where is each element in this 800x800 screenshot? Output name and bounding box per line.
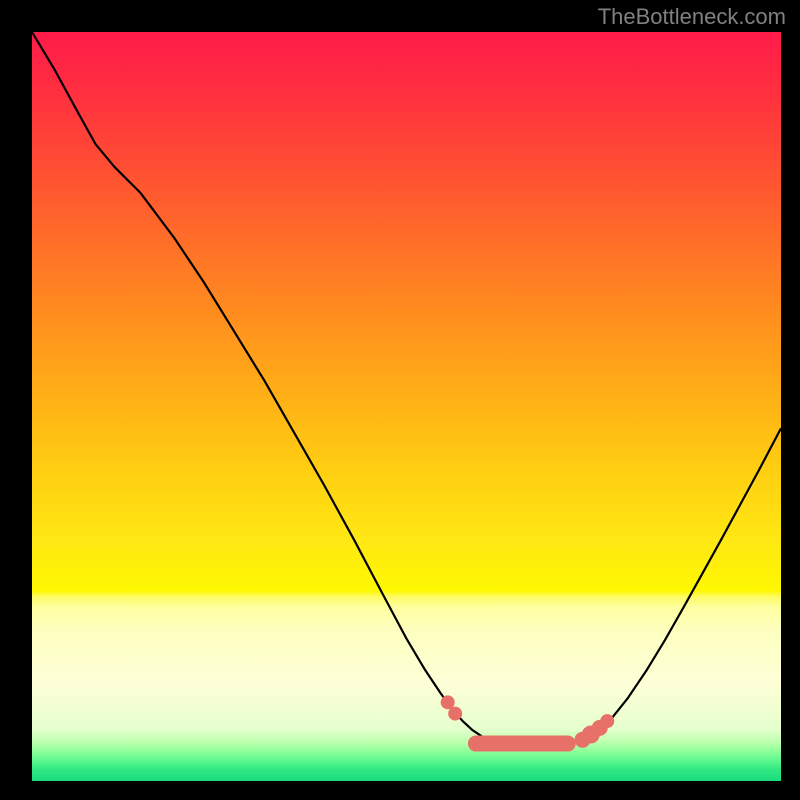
watermark-text: TheBottleneck.com bbox=[598, 4, 786, 30]
optimal-range-band bbox=[468, 736, 576, 752]
bottleneck-curve bbox=[32, 32, 781, 746]
optimal-range-dot bbox=[448, 707, 462, 721]
optimal-range-dot bbox=[600, 714, 614, 728]
chart-svg bbox=[32, 32, 781, 781]
chart-plot-area bbox=[32, 32, 781, 781]
